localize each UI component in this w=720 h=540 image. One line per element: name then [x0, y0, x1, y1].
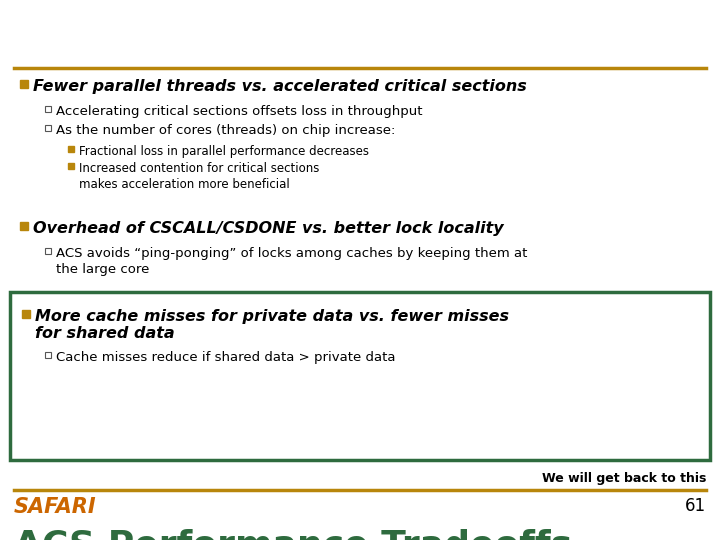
Text: Overhead of CSCALL/CSDONE vs. better lock locality: Overhead of CSCALL/CSDONE vs. better loc… [33, 221, 503, 236]
Bar [68, 146, 74, 152]
Bar [45, 125, 51, 131]
Text: Fewer parallel threads vs. accelerated critical sections: Fewer parallel threads vs. accelerated c… [33, 79, 527, 94]
Text: Cache misses reduce if shared data > private data: Cache misses reduce if shared data > pri… [56, 351, 395, 364]
Text: the large core: the large core [56, 263, 149, 276]
Bar [45, 106, 51, 112]
Text: As the number of cores (threads) on chip increase:: As the number of cores (threads) on chip… [56, 124, 395, 137]
Bar [20, 80, 28, 88]
Bar [45, 352, 51, 358]
Text: Accelerating critical sections offsets loss in throughput: Accelerating critical sections offsets l… [56, 105, 423, 118]
Text: More cache misses for private data vs. fewer misses: More cache misses for private data vs. f… [35, 309, 509, 324]
Text: Fractional loss in parallel performance decreases: Fractional loss in parallel performance … [79, 145, 369, 158]
FancyBboxPatch shape [10, 292, 710, 460]
Text: We will get back to this: We will get back to this [541, 472, 706, 485]
Bar [45, 248, 51, 254]
Text: Increased contention for critical sections: Increased contention for critical sectio… [79, 162, 320, 175]
Text: 61: 61 [685, 497, 706, 515]
Bar [68, 163, 74, 169]
Text: SAFARI: SAFARI [14, 497, 96, 517]
Text: ACS Performance Tradeoffs: ACS Performance Tradeoffs [14, 528, 572, 540]
Text: for shared data: for shared data [35, 326, 175, 341]
Text: ACS avoids “ping-ponging” of locks among caches by keeping them at: ACS avoids “ping-ponging” of locks among… [56, 247, 527, 260]
Text: makes acceleration more beneficial: makes acceleration more beneficial [79, 178, 289, 191]
Bar [20, 222, 28, 230]
Bar [22, 310, 30, 318]
